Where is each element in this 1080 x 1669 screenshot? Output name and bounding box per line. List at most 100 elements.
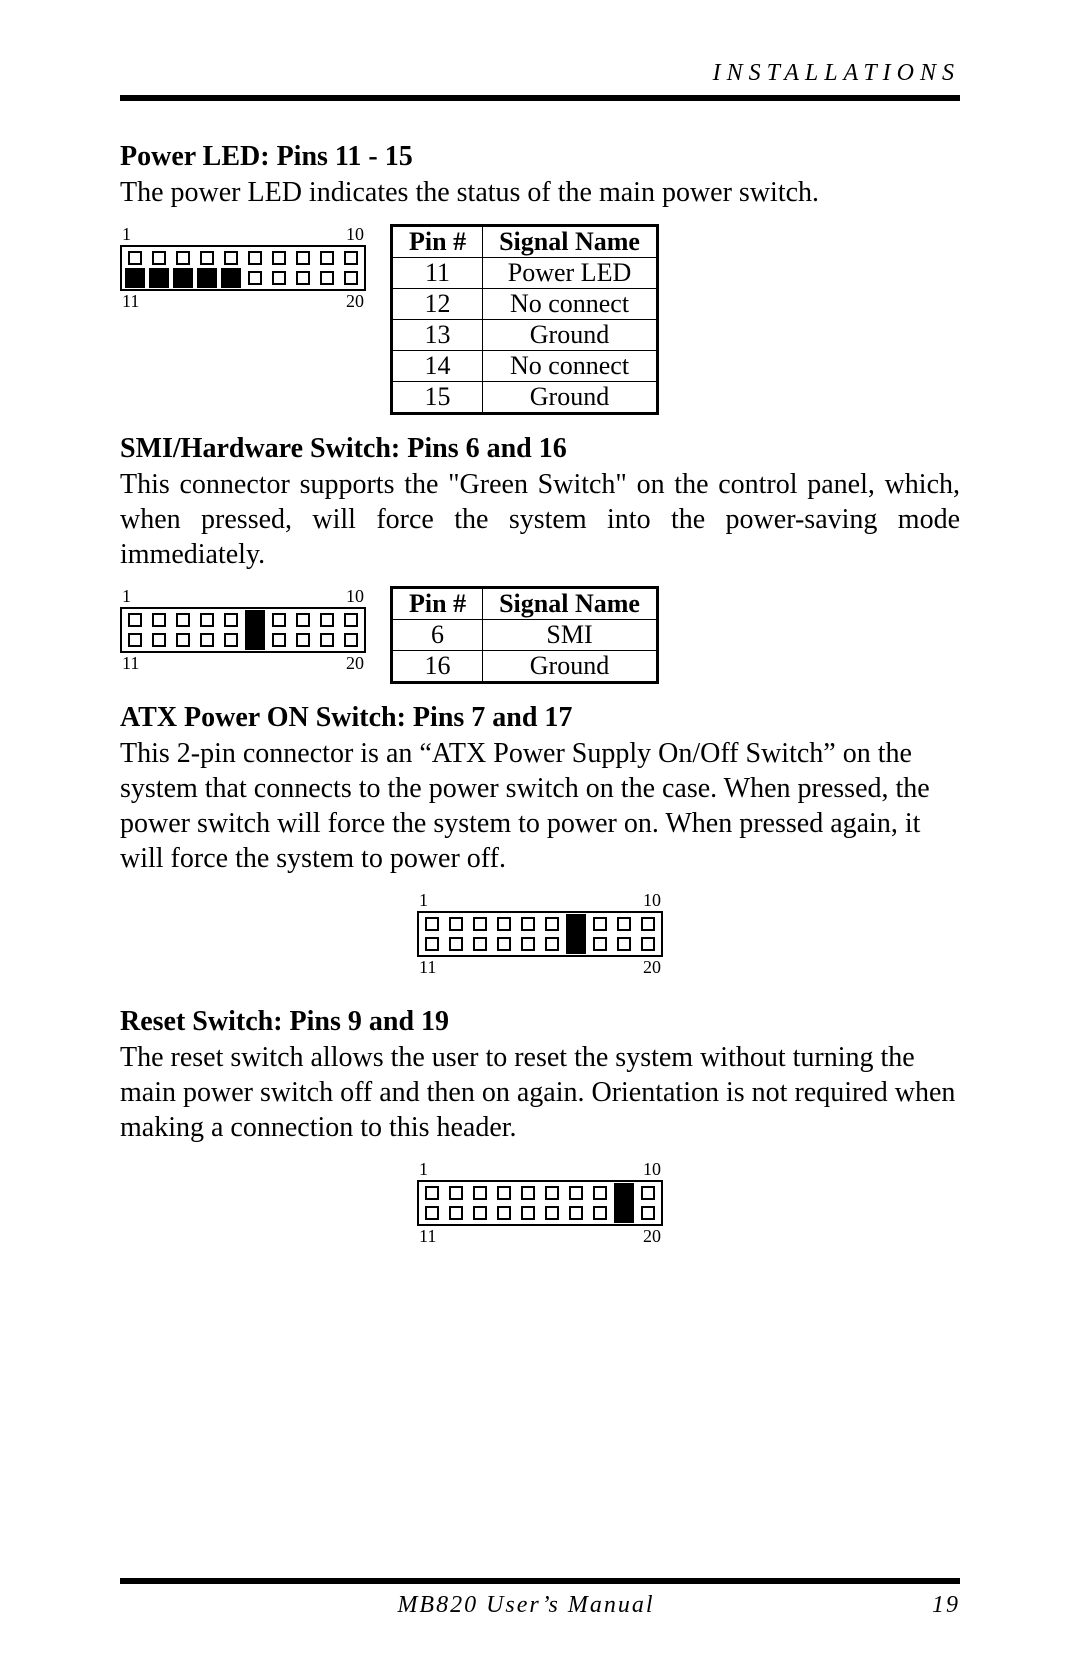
pin-icon xyxy=(641,917,655,931)
pin-icon xyxy=(497,1206,511,1220)
pin-icon xyxy=(473,937,487,951)
pin-icon xyxy=(320,251,334,265)
table-cell: No connect xyxy=(483,289,658,320)
pin-icon xyxy=(545,1206,559,1220)
pin-icon xyxy=(344,251,358,265)
pin-icon xyxy=(320,271,334,285)
pin-icon xyxy=(224,633,238,647)
table-cell: 13 xyxy=(392,320,483,351)
pin-icon xyxy=(449,937,463,951)
row-smi: 1101120 Pin #Signal Name6SMI16Ground xyxy=(120,586,960,684)
pin-icon xyxy=(593,1206,607,1220)
pin-icon xyxy=(545,937,559,951)
pin-icon xyxy=(152,251,166,265)
pin-icon xyxy=(200,633,214,647)
pin-icon xyxy=(641,1186,655,1200)
pin-icon xyxy=(569,917,583,931)
pin-icon xyxy=(296,613,310,627)
table-cell: Ground xyxy=(483,320,658,351)
section-title-smi: SMI/Hardware Switch: Pins 6 and 16 xyxy=(120,433,960,465)
section-title-atx: ATX Power ON Switch: Pins 7 and 17 xyxy=(120,702,960,734)
pin-table-smi: Pin #Signal Name6SMI16Ground xyxy=(390,586,659,684)
pin-icon xyxy=(272,271,286,285)
table-row: 13Ground xyxy=(392,320,658,351)
header-title: INSTALLATIONS xyxy=(120,60,960,87)
section-text-atx: This 2-pin connector is an “ATX Power Su… xyxy=(120,736,960,876)
pin-icon xyxy=(248,271,262,285)
table-header: Signal Name xyxy=(483,226,658,258)
pin-icon xyxy=(449,1206,463,1220)
pin-icon xyxy=(425,1186,439,1200)
pin-icon xyxy=(176,633,190,647)
pin-icon xyxy=(272,633,286,647)
page: INSTALLATIONS Power LED: Pins 11 - 15 Th… xyxy=(0,0,1080,1669)
pin-diagram-power-led: 1101120 xyxy=(120,224,366,312)
pin-icon xyxy=(593,937,607,951)
pin-icon xyxy=(473,917,487,931)
footer-manual: MB820 User’s Manual xyxy=(397,1592,654,1619)
pin-icon xyxy=(593,917,607,931)
pin-icon xyxy=(497,937,511,951)
section-text-power-led: The power LED indicates the status of th… xyxy=(120,175,960,210)
table-header: Pin # xyxy=(392,588,483,620)
table-cell: No connect xyxy=(483,351,658,382)
section-text-smi: This connector supports the "Green Switc… xyxy=(120,467,960,572)
pin-icon xyxy=(521,917,535,931)
pin-icon xyxy=(449,1186,463,1200)
table-cell: 12 xyxy=(392,289,483,320)
table-cell: 11 xyxy=(392,258,483,289)
table-cell: SMI xyxy=(483,620,658,651)
pin-icon xyxy=(569,1186,583,1200)
pin-icon xyxy=(200,271,214,285)
table-cell: 15 xyxy=(392,382,483,414)
pin-icon xyxy=(521,1206,535,1220)
pin-icon xyxy=(296,251,310,265)
pin-icon xyxy=(545,917,559,931)
table-cell: Ground xyxy=(483,382,658,414)
pin-icon xyxy=(128,251,142,265)
footer-page-number: 19 xyxy=(932,1592,960,1619)
table-header: Pin # xyxy=(392,226,483,258)
table-row: 11Power LED xyxy=(392,258,658,289)
pin-icon xyxy=(320,613,334,627)
pin-icon xyxy=(593,1186,607,1200)
row-atx: 1101120 xyxy=(120,890,960,978)
pin-icon xyxy=(176,613,190,627)
pin-icon xyxy=(497,1186,511,1200)
pin-icon xyxy=(224,271,238,285)
pin-icon xyxy=(152,271,166,285)
pin-icon xyxy=(248,633,262,647)
pin-icon xyxy=(617,1206,631,1220)
pin-icon xyxy=(617,917,631,931)
pin-icon xyxy=(152,633,166,647)
pin-icon xyxy=(425,1206,439,1220)
table-cell: 6 xyxy=(392,620,483,651)
pin-icon xyxy=(128,613,142,627)
pin-icon xyxy=(128,271,142,285)
table-row: 12No connect xyxy=(392,289,658,320)
pin-icon xyxy=(569,937,583,951)
section-title-power-led: Power LED: Pins 11 - 15 xyxy=(120,141,960,173)
pin-icon xyxy=(425,917,439,931)
pin-icon xyxy=(617,937,631,951)
table-cell: 14 xyxy=(392,351,483,382)
pin-icon xyxy=(272,613,286,627)
row-reset: 1101120 xyxy=(120,1159,960,1247)
pin-icon xyxy=(272,251,286,265)
pin-icon xyxy=(224,251,238,265)
pin-icon xyxy=(176,251,190,265)
pin-icon xyxy=(569,1206,583,1220)
pin-icon xyxy=(296,633,310,647)
pin-icon xyxy=(296,271,310,285)
pin-icon xyxy=(344,613,358,627)
pin-diagram-atx: 1101120 xyxy=(417,890,663,978)
table-cell: Power LED xyxy=(483,258,658,289)
pin-icon xyxy=(449,917,463,931)
footer: MB820 User’s Manual 19 xyxy=(120,1578,960,1619)
section-text-reset: The reset switch allows the user to rese… xyxy=(120,1040,960,1145)
pin-diagram-smi: 1101120 xyxy=(120,586,366,674)
pin-icon xyxy=(425,937,439,951)
table-header: Signal Name xyxy=(483,588,658,620)
pin-icon xyxy=(320,633,334,647)
pin-icon xyxy=(617,1186,631,1200)
